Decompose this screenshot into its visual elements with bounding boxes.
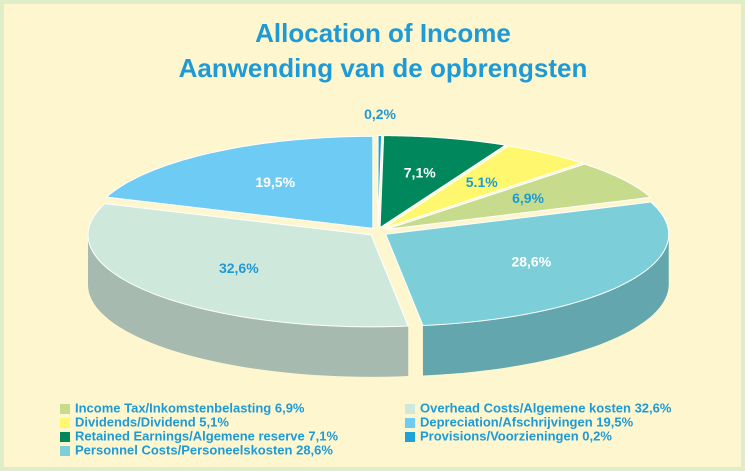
legend-label: Personnel Costs/Personeelskosten 28,6% xyxy=(75,442,333,457)
legend-swatch xyxy=(405,404,415,414)
pie-slice xyxy=(87,203,409,328)
legend-swatch xyxy=(60,432,70,442)
legend-label: Income Tax/Inkomstenbelasting 6,9% xyxy=(75,400,305,415)
pie-slice xyxy=(379,135,507,229)
legend-label: Depreciation/Afschrijvingen 19,5% xyxy=(420,414,634,429)
slice-label: 19,5% xyxy=(255,174,295,190)
slice-label: 7,1% xyxy=(404,165,436,181)
slice-label: 32,6% xyxy=(219,260,259,276)
pie-slice xyxy=(385,201,670,327)
pie-slice xyxy=(105,135,374,229)
pie-slice xyxy=(382,145,584,229)
slice-label: 6,9% xyxy=(512,190,544,206)
legend-label: Dividends/Dividend 5,1% xyxy=(75,414,229,429)
chart-title: Allocation of Income xyxy=(255,18,511,48)
pie-slice xyxy=(385,163,652,231)
slice-label: 5.1% xyxy=(466,174,498,190)
legend-swatch xyxy=(405,418,415,428)
slice-side xyxy=(422,234,669,376)
legend-swatch xyxy=(405,432,415,442)
slice-label: 0,2% xyxy=(364,106,396,122)
slice-side xyxy=(87,234,409,377)
legend-swatch xyxy=(60,446,70,456)
legend-label: Overhead Costs/Algemene kosten 32,6% xyxy=(420,400,672,415)
pie-slice xyxy=(377,135,383,228)
legend-swatch xyxy=(60,404,70,414)
legend-label: Provisions/Voorzieningen 0,2% xyxy=(420,428,612,443)
legend-swatch xyxy=(60,418,70,428)
chart-subtitle: Aanwending van de opbrengsten xyxy=(179,53,588,83)
legend-label: Retained Earnings/Algemene reserve 7,1% xyxy=(75,428,338,443)
slice-label: 28,6% xyxy=(511,253,551,269)
